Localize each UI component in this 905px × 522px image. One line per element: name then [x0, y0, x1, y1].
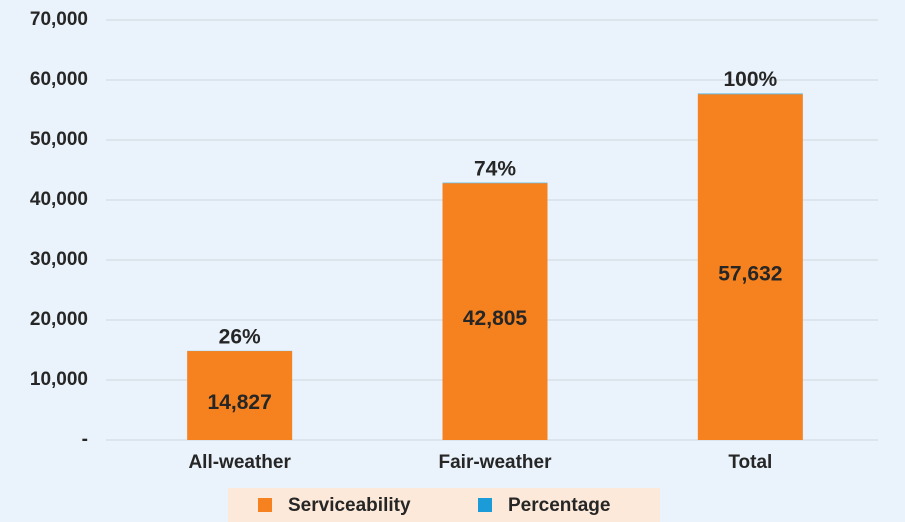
- bar-segment: [187, 351, 293, 440]
- legend-swatch: [478, 498, 492, 512]
- x-tick-label: All-weather: [188, 452, 291, 473]
- y-tick-label: 30,000: [30, 249, 88, 270]
- bar-segment: [697, 93, 803, 95]
- value-label: 74%: [474, 157, 516, 180]
- bar-segment: [697, 94, 803, 440]
- y-tick-label: 10,000: [30, 369, 88, 390]
- bar-segment: [442, 183, 548, 441]
- x-tick-label: Total: [728, 452, 772, 473]
- legend-label: Percentage: [508, 495, 610, 516]
- value-label: 100%: [723, 68, 777, 91]
- x-tick-label: Fair-weather: [439, 452, 553, 473]
- y-tick-label: 70,000: [30, 9, 88, 30]
- y-tick-label: 40,000: [30, 189, 88, 210]
- value-label: 57,632: [718, 263, 782, 286]
- y-tick-label: -: [82, 429, 88, 450]
- legend-label: Serviceability: [288, 495, 411, 516]
- y-tick-label: 50,000: [30, 129, 88, 150]
- y-tick-label: 60,000: [30, 69, 88, 90]
- value-label: 14,827: [208, 391, 272, 414]
- legend-box: [228, 488, 660, 522]
- legend-swatch: [258, 498, 272, 512]
- value-label: 26%: [219, 325, 261, 348]
- y-tick-label: 20,000: [30, 309, 88, 330]
- value-label: 42,805: [463, 307, 528, 330]
